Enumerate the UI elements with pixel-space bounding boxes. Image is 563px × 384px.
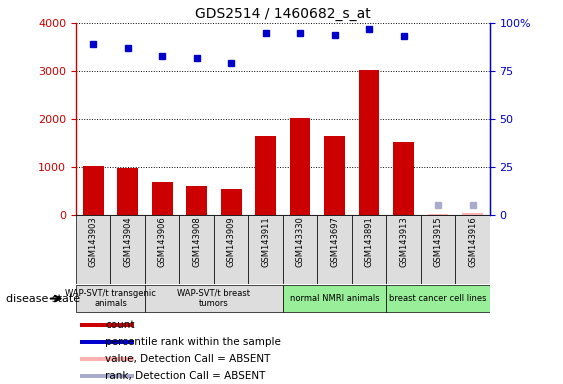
Bar [386, 215, 421, 284]
Bar [352, 215, 386, 284]
Bar [428, 214, 448, 215]
Text: GSM143697: GSM143697 [330, 217, 339, 267]
Text: GSM143330: GSM143330 [296, 217, 305, 267]
Text: GSM143916: GSM143916 [468, 217, 477, 267]
Bar [386, 285, 490, 313]
Bar [283, 215, 318, 284]
Bar [221, 189, 242, 215]
Bar [186, 186, 207, 215]
Bar [80, 357, 135, 361]
Bar [110, 215, 145, 284]
Bar [290, 118, 311, 215]
Text: rank, Detection Call = ABSENT: rank, Detection Call = ABSENT [105, 371, 265, 381]
Text: GSM143891: GSM143891 [365, 217, 374, 267]
Text: percentile rank within the sample: percentile rank within the sample [105, 337, 281, 347]
Bar [83, 166, 104, 215]
Text: GSM143906: GSM143906 [158, 217, 167, 267]
Bar [145, 215, 180, 284]
Bar [359, 70, 379, 215]
Bar [152, 182, 173, 215]
Title: GDS2514 / 1460682_s_at: GDS2514 / 1460682_s_at [195, 7, 371, 21]
Bar [324, 136, 345, 215]
Bar [462, 213, 483, 215]
Text: value, Detection Call = ABSENT: value, Detection Call = ABSENT [105, 354, 270, 364]
Text: GSM143909: GSM143909 [227, 217, 236, 267]
Text: GSM143911: GSM143911 [261, 217, 270, 267]
Bar [180, 215, 214, 284]
Text: WAP-SVT/t transgenic
animals: WAP-SVT/t transgenic animals [65, 289, 156, 308]
Text: normal NMRI animals: normal NMRI animals [290, 294, 379, 303]
Text: GSM143908: GSM143908 [192, 217, 201, 267]
Bar [256, 136, 276, 215]
Bar [421, 215, 455, 284]
Bar [248, 215, 283, 284]
Text: WAP-SVT/t breast
tumors: WAP-SVT/t breast tumors [177, 289, 251, 308]
Text: GSM143903: GSM143903 [89, 217, 98, 267]
Bar [455, 215, 490, 284]
Bar [283, 285, 386, 313]
Bar [80, 340, 135, 344]
Bar [393, 142, 414, 215]
Bar [145, 285, 283, 313]
Text: count: count [105, 320, 135, 330]
Text: disease state: disease state [6, 293, 80, 304]
Bar [118, 169, 138, 215]
Text: GSM143915: GSM143915 [434, 217, 443, 267]
Bar [76, 285, 145, 313]
Bar [80, 374, 135, 377]
Bar [80, 323, 135, 327]
Bar [214, 215, 248, 284]
Text: breast cancer cell lines: breast cancer cell lines [390, 294, 487, 303]
Text: GSM143913: GSM143913 [399, 217, 408, 267]
Text: GSM143904: GSM143904 [123, 217, 132, 267]
Bar [318, 215, 352, 284]
Bar [76, 215, 110, 284]
